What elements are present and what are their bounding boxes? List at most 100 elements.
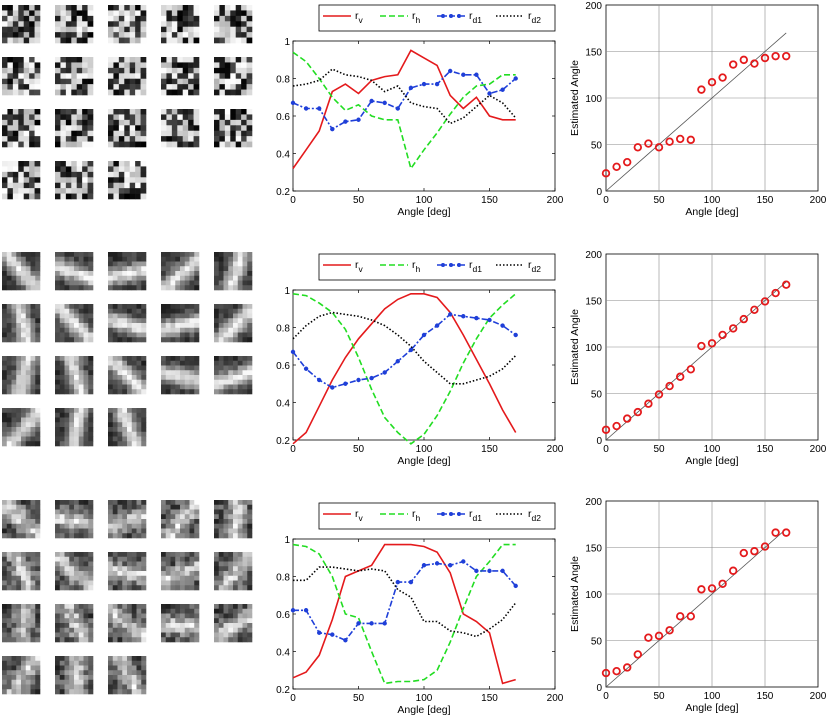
tile-pixel xyxy=(16,384,22,390)
tile-pixel xyxy=(237,285,243,291)
tile-pixel xyxy=(136,637,142,643)
tile-pixel xyxy=(117,509,123,515)
tile-pixel xyxy=(112,261,118,267)
y-tick-label: 200 xyxy=(585,1,602,12)
tile-pixel xyxy=(117,514,123,520)
tile-pixel xyxy=(175,261,181,267)
tile-pixel xyxy=(117,533,123,539)
tile-pixel xyxy=(64,580,70,586)
tile-pixel xyxy=(124,125,131,132)
tile-pixel xyxy=(193,78,200,85)
tile-pixel xyxy=(122,266,128,272)
tile-pixel xyxy=(136,332,142,338)
tile-pixel xyxy=(21,427,27,433)
tile-pixel xyxy=(136,618,142,624)
tile-pixel xyxy=(122,627,128,633)
tile-pixel xyxy=(64,623,70,629)
tile-pixel xyxy=(214,308,220,314)
tile-pixel xyxy=(193,62,200,69)
tile-pixel xyxy=(223,552,229,558)
tile-pixel xyxy=(23,109,30,115)
legend-marker xyxy=(457,512,461,516)
tile-pixel xyxy=(127,427,133,433)
tile-pixel xyxy=(214,580,220,586)
tile-pixel xyxy=(219,10,226,17)
tile-pixel xyxy=(30,618,36,624)
tile-pixel xyxy=(30,523,36,529)
tile-pixel xyxy=(30,514,36,520)
tile-pixel xyxy=(34,21,41,28)
tile-pixel xyxy=(112,360,118,366)
tile-pixel xyxy=(233,304,239,310)
tile-pixel xyxy=(74,360,80,366)
tile-pixel xyxy=(161,566,167,572)
tile-pixel xyxy=(131,665,137,671)
tile-pixel xyxy=(214,285,220,291)
tile-pixel xyxy=(7,136,14,142)
tile-pixel xyxy=(35,604,41,610)
tile-pixel xyxy=(165,637,171,643)
tile-pixel xyxy=(135,130,141,137)
tile-pixel xyxy=(2,78,8,85)
tile-pixel xyxy=(188,89,194,96)
tile-pixel xyxy=(124,57,131,63)
tile-pixel xyxy=(194,308,200,314)
tile-pixel xyxy=(131,637,137,643)
tile-pixel xyxy=(171,89,178,96)
tile-pixel xyxy=(218,304,224,310)
tile-pixel xyxy=(112,313,118,319)
tile-pixel xyxy=(141,670,147,676)
tile-pixel xyxy=(108,412,114,418)
tile-pixel xyxy=(161,627,167,633)
tile-pixel xyxy=(194,561,200,567)
tile-pixel xyxy=(141,252,147,258)
tile-pixel xyxy=(218,389,224,395)
tile-pixel xyxy=(34,193,41,200)
tile-pixel xyxy=(228,519,234,525)
tile-pixel xyxy=(25,252,31,258)
tile-pixel xyxy=(122,613,128,619)
tile-pixel xyxy=(6,552,12,558)
tile-pixel xyxy=(233,552,239,558)
tile-pixel xyxy=(59,689,65,695)
legend-marker xyxy=(449,512,453,516)
tile-pixel xyxy=(2,533,8,539)
tile-pixel xyxy=(214,323,220,329)
tile-pixel xyxy=(55,660,61,666)
tile-pixel xyxy=(182,141,189,148)
tile-pixel xyxy=(108,318,114,324)
tile-pixel xyxy=(18,130,25,137)
tile-pixel xyxy=(18,10,25,17)
estimate-point xyxy=(676,372,685,381)
tile-pixel xyxy=(161,271,167,277)
tile-pixel xyxy=(83,318,89,324)
tile-pixel xyxy=(140,119,147,126)
y-tick-label: 0.2 xyxy=(276,187,290,198)
tile-pixel xyxy=(69,308,75,314)
tile-pixel xyxy=(242,370,248,376)
tile-pixel xyxy=(188,26,194,33)
tile-pixel xyxy=(242,337,248,343)
tile-pixel xyxy=(247,308,253,314)
tile-pixel xyxy=(88,375,94,381)
tile-pixel xyxy=(161,379,167,385)
tile-pixel xyxy=(161,109,167,115)
tile-pixel xyxy=(117,431,123,437)
tile-pixel xyxy=(108,171,114,178)
tile-pixel xyxy=(69,623,75,629)
tile-pixel xyxy=(230,57,237,63)
tile-pixel xyxy=(136,556,142,562)
tile-pixel xyxy=(65,15,72,22)
tile-pixel xyxy=(189,528,195,534)
tile-pixel xyxy=(219,119,226,126)
tile-pixel xyxy=(188,109,194,115)
tile-pixel xyxy=(64,275,70,281)
tile-pixel xyxy=(23,130,30,137)
tile-pixel xyxy=(241,21,247,28)
tile-pixel xyxy=(136,632,142,638)
tile-pixel xyxy=(175,561,181,567)
tile-pixel xyxy=(218,509,224,515)
tile-pixel xyxy=(189,623,195,629)
tile-pixel xyxy=(74,408,80,414)
x-axis-label: Angle [deg] xyxy=(685,206,738,218)
